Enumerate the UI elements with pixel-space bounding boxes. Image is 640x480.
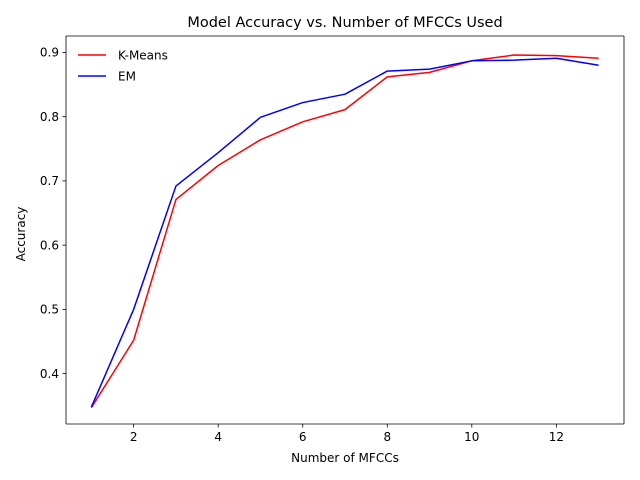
y-tick-label: 0.8: [40, 110, 59, 124]
x-axis-label: Number of MFCCs: [291, 451, 399, 465]
legend-label: K-Means: [118, 48, 168, 62]
y-tick-label: 0.9: [40, 46, 59, 60]
y-tick-label: 0.7: [40, 174, 59, 188]
x-tick-label: 10: [464, 430, 479, 444]
chart-title: Model Accuracy vs. Number of MFCCs Used: [187, 15, 502, 31]
y-tick-label: 0.5: [40, 303, 59, 317]
axes: [65, 35, 625, 425]
x-tick-label: 12: [549, 430, 564, 444]
x-tick-label: 4: [214, 430, 222, 444]
y-axis-label: Accuracy: [14, 207, 28, 262]
series-line-em: [90, 57, 599, 408]
series-line-k-means: [90, 54, 599, 409]
x-tick-label: 6: [299, 430, 307, 444]
x-tick-label: 2: [130, 430, 138, 444]
plot-area: [90, 54, 599, 409]
x-axis-ticks: 2 4 6 8 10 12: [130, 424, 564, 444]
y-tick-label: 0.6: [40, 238, 59, 252]
x-tick-label: 8: [383, 430, 391, 444]
legend: K-Means EM: [78, 48, 168, 83]
legend-label: EM: [118, 69, 136, 83]
y-tick-label: 0.4: [40, 367, 59, 381]
y-axis-ticks: 0.4 0.5 0.6 0.7 0.8 0.9: [40, 46, 66, 381]
